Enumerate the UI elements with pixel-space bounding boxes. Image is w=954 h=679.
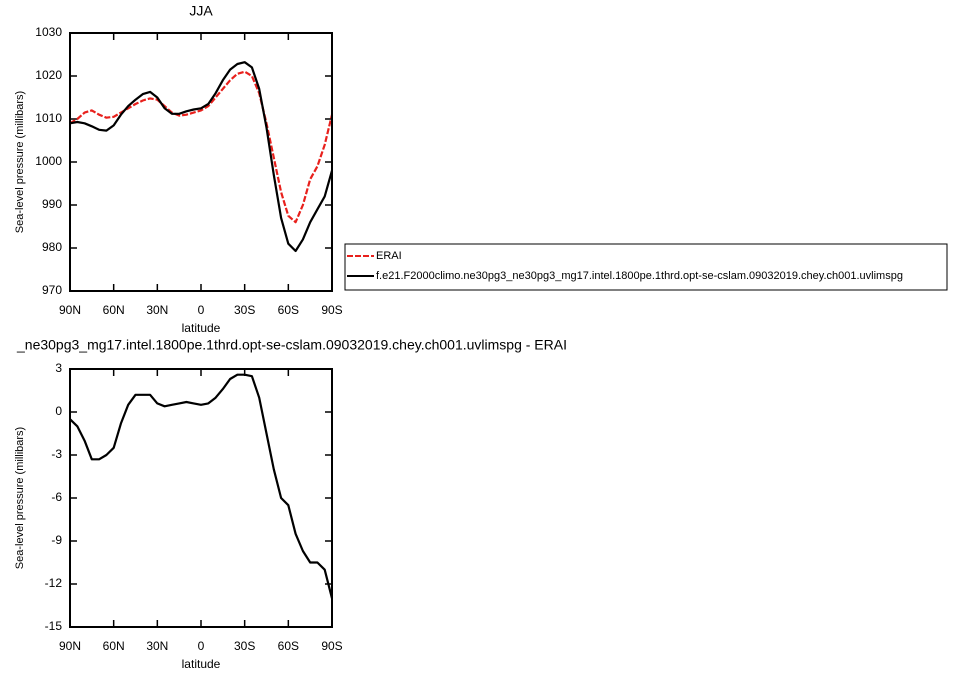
legend-label: f.e21.F2000climo.ne30pg3_ne30pg3_mg17.in… (376, 270, 903, 282)
plot-frame (69, 368, 333, 628)
legend-label: ERAI (376, 250, 402, 262)
x-tick-label: 90S (321, 639, 342, 653)
y-tick-label: 1000 (35, 154, 62, 168)
y-tick-label: -12 (45, 576, 63, 590)
y-tick-label: 990 (42, 197, 62, 211)
y-tick-label: 3 (55, 361, 62, 375)
y-axis-label: Sea-level pressure (millibars) (14, 91, 26, 233)
x-tick-label: 60S (278, 303, 299, 317)
x-axis-label: latitude (182, 321, 221, 335)
y-tick-label: 0 (55, 404, 62, 418)
y-tick-label: 1010 (35, 111, 62, 125)
chart-title: JJA (189, 3, 213, 19)
y-tick-label: 1020 (35, 68, 62, 82)
y-tick-label: -15 (45, 619, 63, 633)
x-tick-label: 60N (103, 639, 125, 653)
x-tick-label: 0 (198, 639, 205, 653)
data-line (69, 61, 334, 253)
y-tick-label: -6 (51, 490, 62, 504)
legend-box (344, 243, 948, 291)
chart-title: _ne30pg3_mg17.intel.1800pe.1thrd.opt-se-… (16, 337, 567, 353)
x-tick-label: 90N (59, 639, 81, 653)
x-tick-label: 60S (278, 639, 299, 653)
y-tick-label: 980 (42, 240, 62, 254)
x-tick-label: 30S (234, 639, 255, 653)
x-tick-label: 90S (321, 303, 342, 317)
x-tick-label: 30N (146, 639, 168, 653)
y-tick-label: -3 (51, 447, 62, 461)
x-tick-label: 0 (198, 303, 205, 317)
y-tick-label: 970 (42, 283, 62, 297)
data-line (69, 373, 334, 599)
plot-frame (69, 32, 333, 292)
y-tick-label: -9 (51, 533, 62, 547)
data-line (69, 70, 334, 224)
y-axis-label: Sea-level pressure (millibars) (14, 427, 26, 569)
x-tick-label: 60N (103, 303, 125, 317)
x-tick-label: 30N (146, 303, 168, 317)
x-axis-label: latitude (182, 657, 221, 671)
x-tick-label: 90N (59, 303, 81, 317)
x-tick-label: 30S (234, 303, 255, 317)
y-tick-label: 1030 (35, 25, 62, 39)
